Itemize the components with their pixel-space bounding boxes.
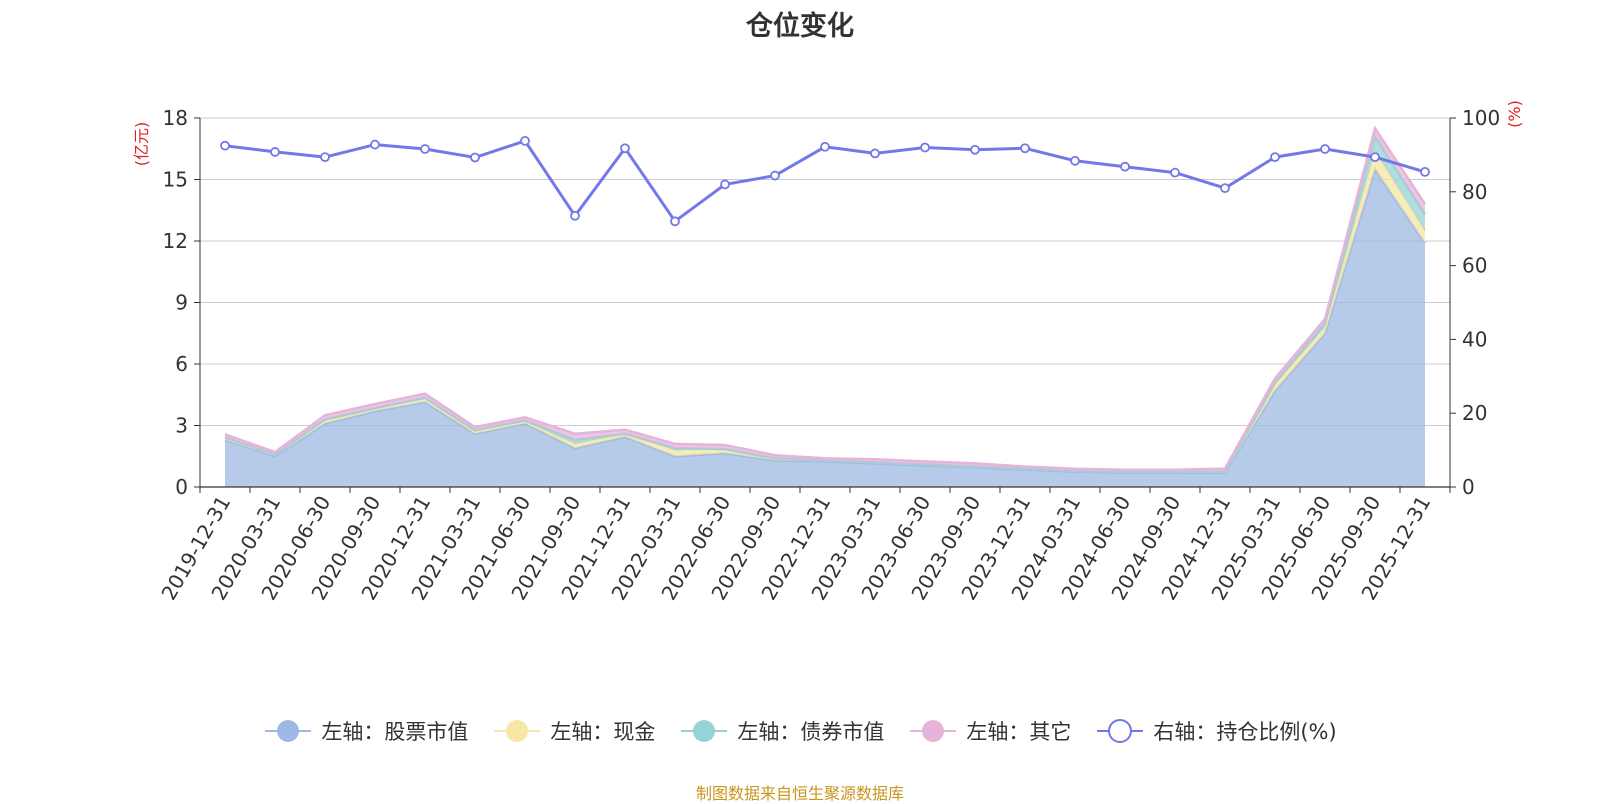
filled-circle-icon xyxy=(494,720,541,742)
right-tick-label: 100 xyxy=(1462,106,1500,130)
left-tick-label: 18 xyxy=(163,106,188,130)
legend-label: 左轴：股票市值 xyxy=(321,720,469,744)
area-0 xyxy=(225,169,1425,488)
legend-label: 右轴：持仓比例(%) xyxy=(1153,720,1337,744)
right-tick-label: 0 xyxy=(1462,475,1475,499)
ratio-point xyxy=(570,210,580,221)
legend-item[interactable]: 左轴：股票市值 xyxy=(263,716,468,746)
legend-item[interactable]: 左轴：其它 xyxy=(908,716,1071,746)
left-tick-label: 9 xyxy=(175,291,188,315)
area-edge-3 xyxy=(224,125,1427,472)
ratio-point xyxy=(1270,152,1280,163)
filled-circle-icon xyxy=(910,720,957,742)
chart-canvas: 0369121518020406080100(亿元)(%)2019-12-312… xyxy=(132,100,1524,604)
ratio-point xyxy=(870,148,880,159)
right-tick-label: 60 xyxy=(1462,254,1487,278)
ratio-point xyxy=(1170,167,1180,178)
left-axis-unit: (亿元) xyxy=(132,122,151,167)
ratio-point xyxy=(720,179,730,190)
legend: 左轴：股票市值 左轴：现金 左轴：债券市值 左轴：其它 右轴：持仓比例(%) xyxy=(0,716,1600,746)
right-tick-label: 40 xyxy=(1462,327,1487,351)
ratio-point xyxy=(770,170,780,181)
ratio-point xyxy=(820,141,830,152)
legend-label: 左轴：债券市值 xyxy=(737,720,885,744)
ratio-point xyxy=(1220,183,1230,194)
left-tick-label: 3 xyxy=(175,414,188,438)
ratio-point xyxy=(320,152,330,163)
left-tick-label: 6 xyxy=(175,352,188,376)
ratio-point xyxy=(1370,152,1380,163)
ratio-point xyxy=(420,144,430,154)
left-tick-label: 15 xyxy=(163,168,188,192)
legend-label: 左轴：现金 xyxy=(550,720,656,744)
ratio-point xyxy=(470,152,480,163)
ratio-point xyxy=(1020,143,1030,154)
chart-title: 仓位变化 xyxy=(746,11,854,42)
hollow-circle-icon xyxy=(1097,719,1144,743)
ratio-point xyxy=(970,144,980,155)
left-tick-label: 12 xyxy=(163,229,188,253)
ratio-point xyxy=(670,216,680,227)
ratio-line-path xyxy=(224,139,1426,224)
ratio-point xyxy=(1120,161,1130,172)
right-tick-label: 20 xyxy=(1462,401,1487,425)
left-tick-label: 0 xyxy=(175,475,188,499)
ratio-point xyxy=(1420,166,1430,177)
ratio-point xyxy=(1070,155,1080,166)
legend-item[interactable]: 左轴：债券市值 xyxy=(679,716,884,746)
ratio-line xyxy=(220,135,1430,227)
ratio-point xyxy=(620,143,630,154)
legend-item[interactable]: 左轴：现金 xyxy=(492,716,655,746)
ratio-point xyxy=(1320,144,1330,154)
legend-label: 左轴：其它 xyxy=(966,720,1072,744)
ratio-point xyxy=(920,142,930,153)
right-tick-label: 80 xyxy=(1462,180,1487,204)
ratio-point xyxy=(220,140,230,151)
stacked-areas xyxy=(224,125,1427,488)
ratio-point xyxy=(520,135,530,146)
legend-item[interactable]: 右轴：持仓比例(%) xyxy=(1095,716,1337,746)
filled-circle-icon xyxy=(265,720,312,742)
filled-circle-icon xyxy=(681,720,728,742)
ratio-point xyxy=(270,147,280,157)
right-axis-unit: (%) xyxy=(1505,100,1524,128)
footer-source: 制图数据来自恒生聚源数据库 xyxy=(695,784,904,803)
ratio-point xyxy=(370,139,380,150)
